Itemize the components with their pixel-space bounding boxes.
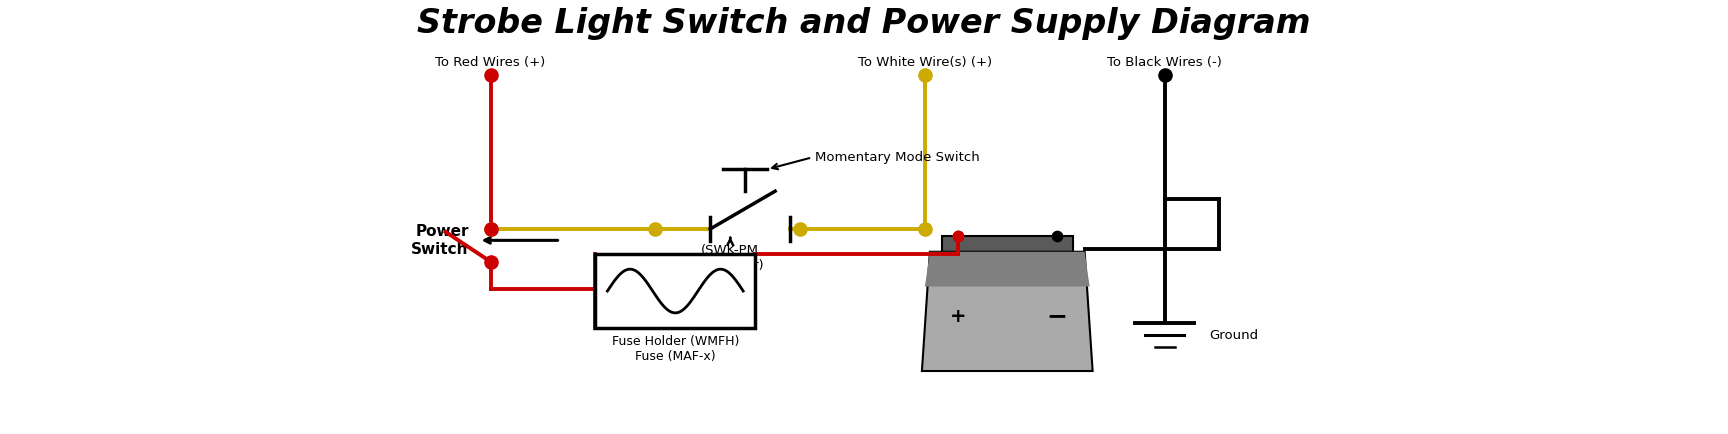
- Polygon shape: [923, 252, 1092, 371]
- Point: [1044, 232, 1071, 239]
- Point: [477, 225, 505, 232]
- Point: [477, 72, 505, 79]
- Text: Momentary Mode Switch: Momentary Mode Switch: [816, 151, 980, 164]
- Point: [911, 72, 938, 79]
- Point: [641, 225, 669, 232]
- Bar: [596, 254, 755, 328]
- Point: [1151, 72, 1178, 79]
- Text: +: +: [950, 307, 966, 326]
- Text: −: −: [1045, 304, 1068, 329]
- Point: [477, 225, 505, 232]
- Text: Power
Switch: Power Switch: [411, 224, 468, 256]
- Text: To Black Wires (-): To Black Wires (-): [1108, 56, 1222, 69]
- Text: To Red Wires (+): To Red Wires (+): [435, 56, 546, 69]
- Point: [943, 232, 971, 239]
- Point: [477, 258, 505, 265]
- Text: To White Wire(s) (+): To White Wire(s) (+): [857, 56, 992, 69]
- Point: [911, 225, 938, 232]
- Point: [786, 225, 814, 232]
- Text: Fuse Holder (WMFH)
Fuse (MAF-x): Fuse Holder (WMFH) Fuse (MAF-x): [612, 335, 740, 363]
- Polygon shape: [924, 252, 1090, 286]
- Point: [943, 232, 971, 239]
- Text: (SWK-PM
or similar): (SWK-PM or similar): [696, 244, 764, 272]
- Text: Strobe Light Switch and Power Supply Diagram: Strobe Light Switch and Power Supply Dia…: [416, 7, 1312, 40]
- Text: Ground: Ground: [1210, 329, 1258, 342]
- Bar: [942, 236, 1073, 252]
